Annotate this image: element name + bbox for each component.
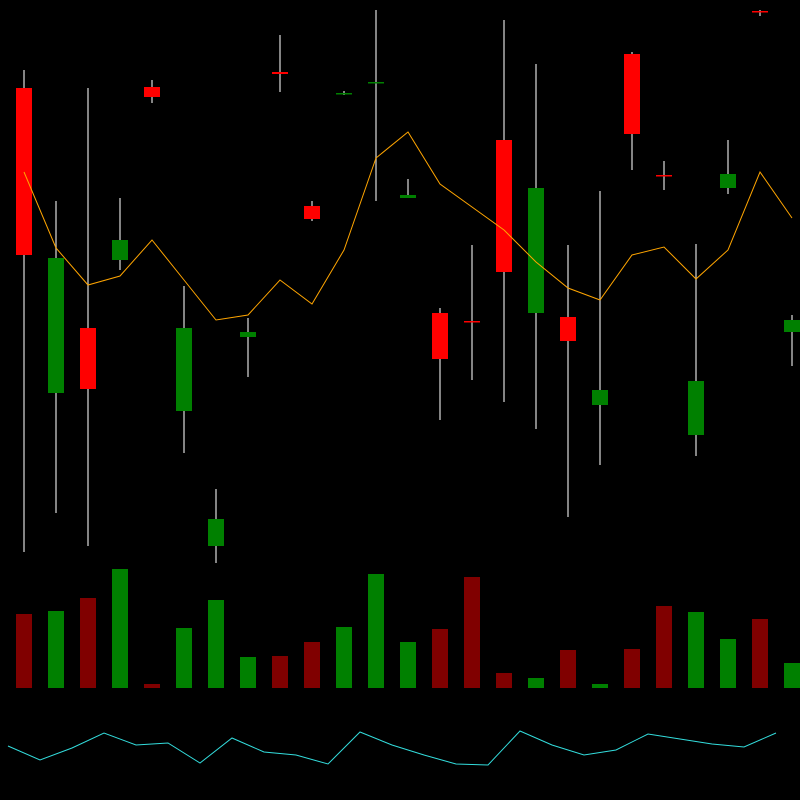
candle-body xyxy=(80,328,96,389)
candle-body xyxy=(752,11,768,13)
candle-body xyxy=(464,321,480,323)
candle-body xyxy=(656,175,672,177)
volume-bar xyxy=(496,673,512,688)
candle-body xyxy=(16,88,32,255)
volume-bar xyxy=(48,611,64,688)
candle-body xyxy=(560,317,576,341)
volume-bar xyxy=(240,657,256,688)
volume-bar xyxy=(304,642,320,688)
volume-bar xyxy=(112,569,128,688)
candle-body xyxy=(784,320,800,332)
indicator-line xyxy=(7,730,777,766)
volume-bar xyxy=(560,650,576,688)
volume-bar xyxy=(464,577,480,688)
candle-body xyxy=(208,519,224,546)
candle-body xyxy=(112,240,128,260)
volume-bar xyxy=(272,656,288,688)
candle-body xyxy=(144,87,160,97)
candle-body xyxy=(272,72,288,74)
volume-bar xyxy=(784,663,800,688)
volume-bar xyxy=(336,627,352,688)
candle-body xyxy=(432,313,448,359)
candle-body xyxy=(720,174,736,188)
candle-body xyxy=(592,390,608,405)
candle-body xyxy=(688,381,704,435)
volume-bar xyxy=(656,606,672,688)
volume-bar xyxy=(144,684,160,688)
volume-bar xyxy=(16,614,32,688)
candle-body xyxy=(336,93,352,95)
volume-bar xyxy=(752,619,768,688)
volume-bar xyxy=(176,628,192,688)
volume-bar xyxy=(80,598,96,688)
candle-body xyxy=(176,328,192,411)
candle-body xyxy=(400,195,416,198)
moving-average-line xyxy=(23,131,793,321)
volume-bar xyxy=(368,574,384,688)
candle-body xyxy=(48,258,64,393)
candle-body xyxy=(528,188,544,313)
volume-bar xyxy=(432,629,448,688)
volume-bar xyxy=(592,684,608,688)
volume-bar xyxy=(688,612,704,688)
candle-body xyxy=(240,332,256,337)
candle-body xyxy=(624,54,640,134)
volume-bar xyxy=(624,649,640,688)
candle-body xyxy=(368,82,384,84)
volume-bar xyxy=(400,642,416,688)
volume-bar xyxy=(208,600,224,688)
volume-bar xyxy=(528,678,544,688)
candle-body xyxy=(496,140,512,272)
candle-body xyxy=(304,206,320,219)
volume-bar xyxy=(720,639,736,688)
